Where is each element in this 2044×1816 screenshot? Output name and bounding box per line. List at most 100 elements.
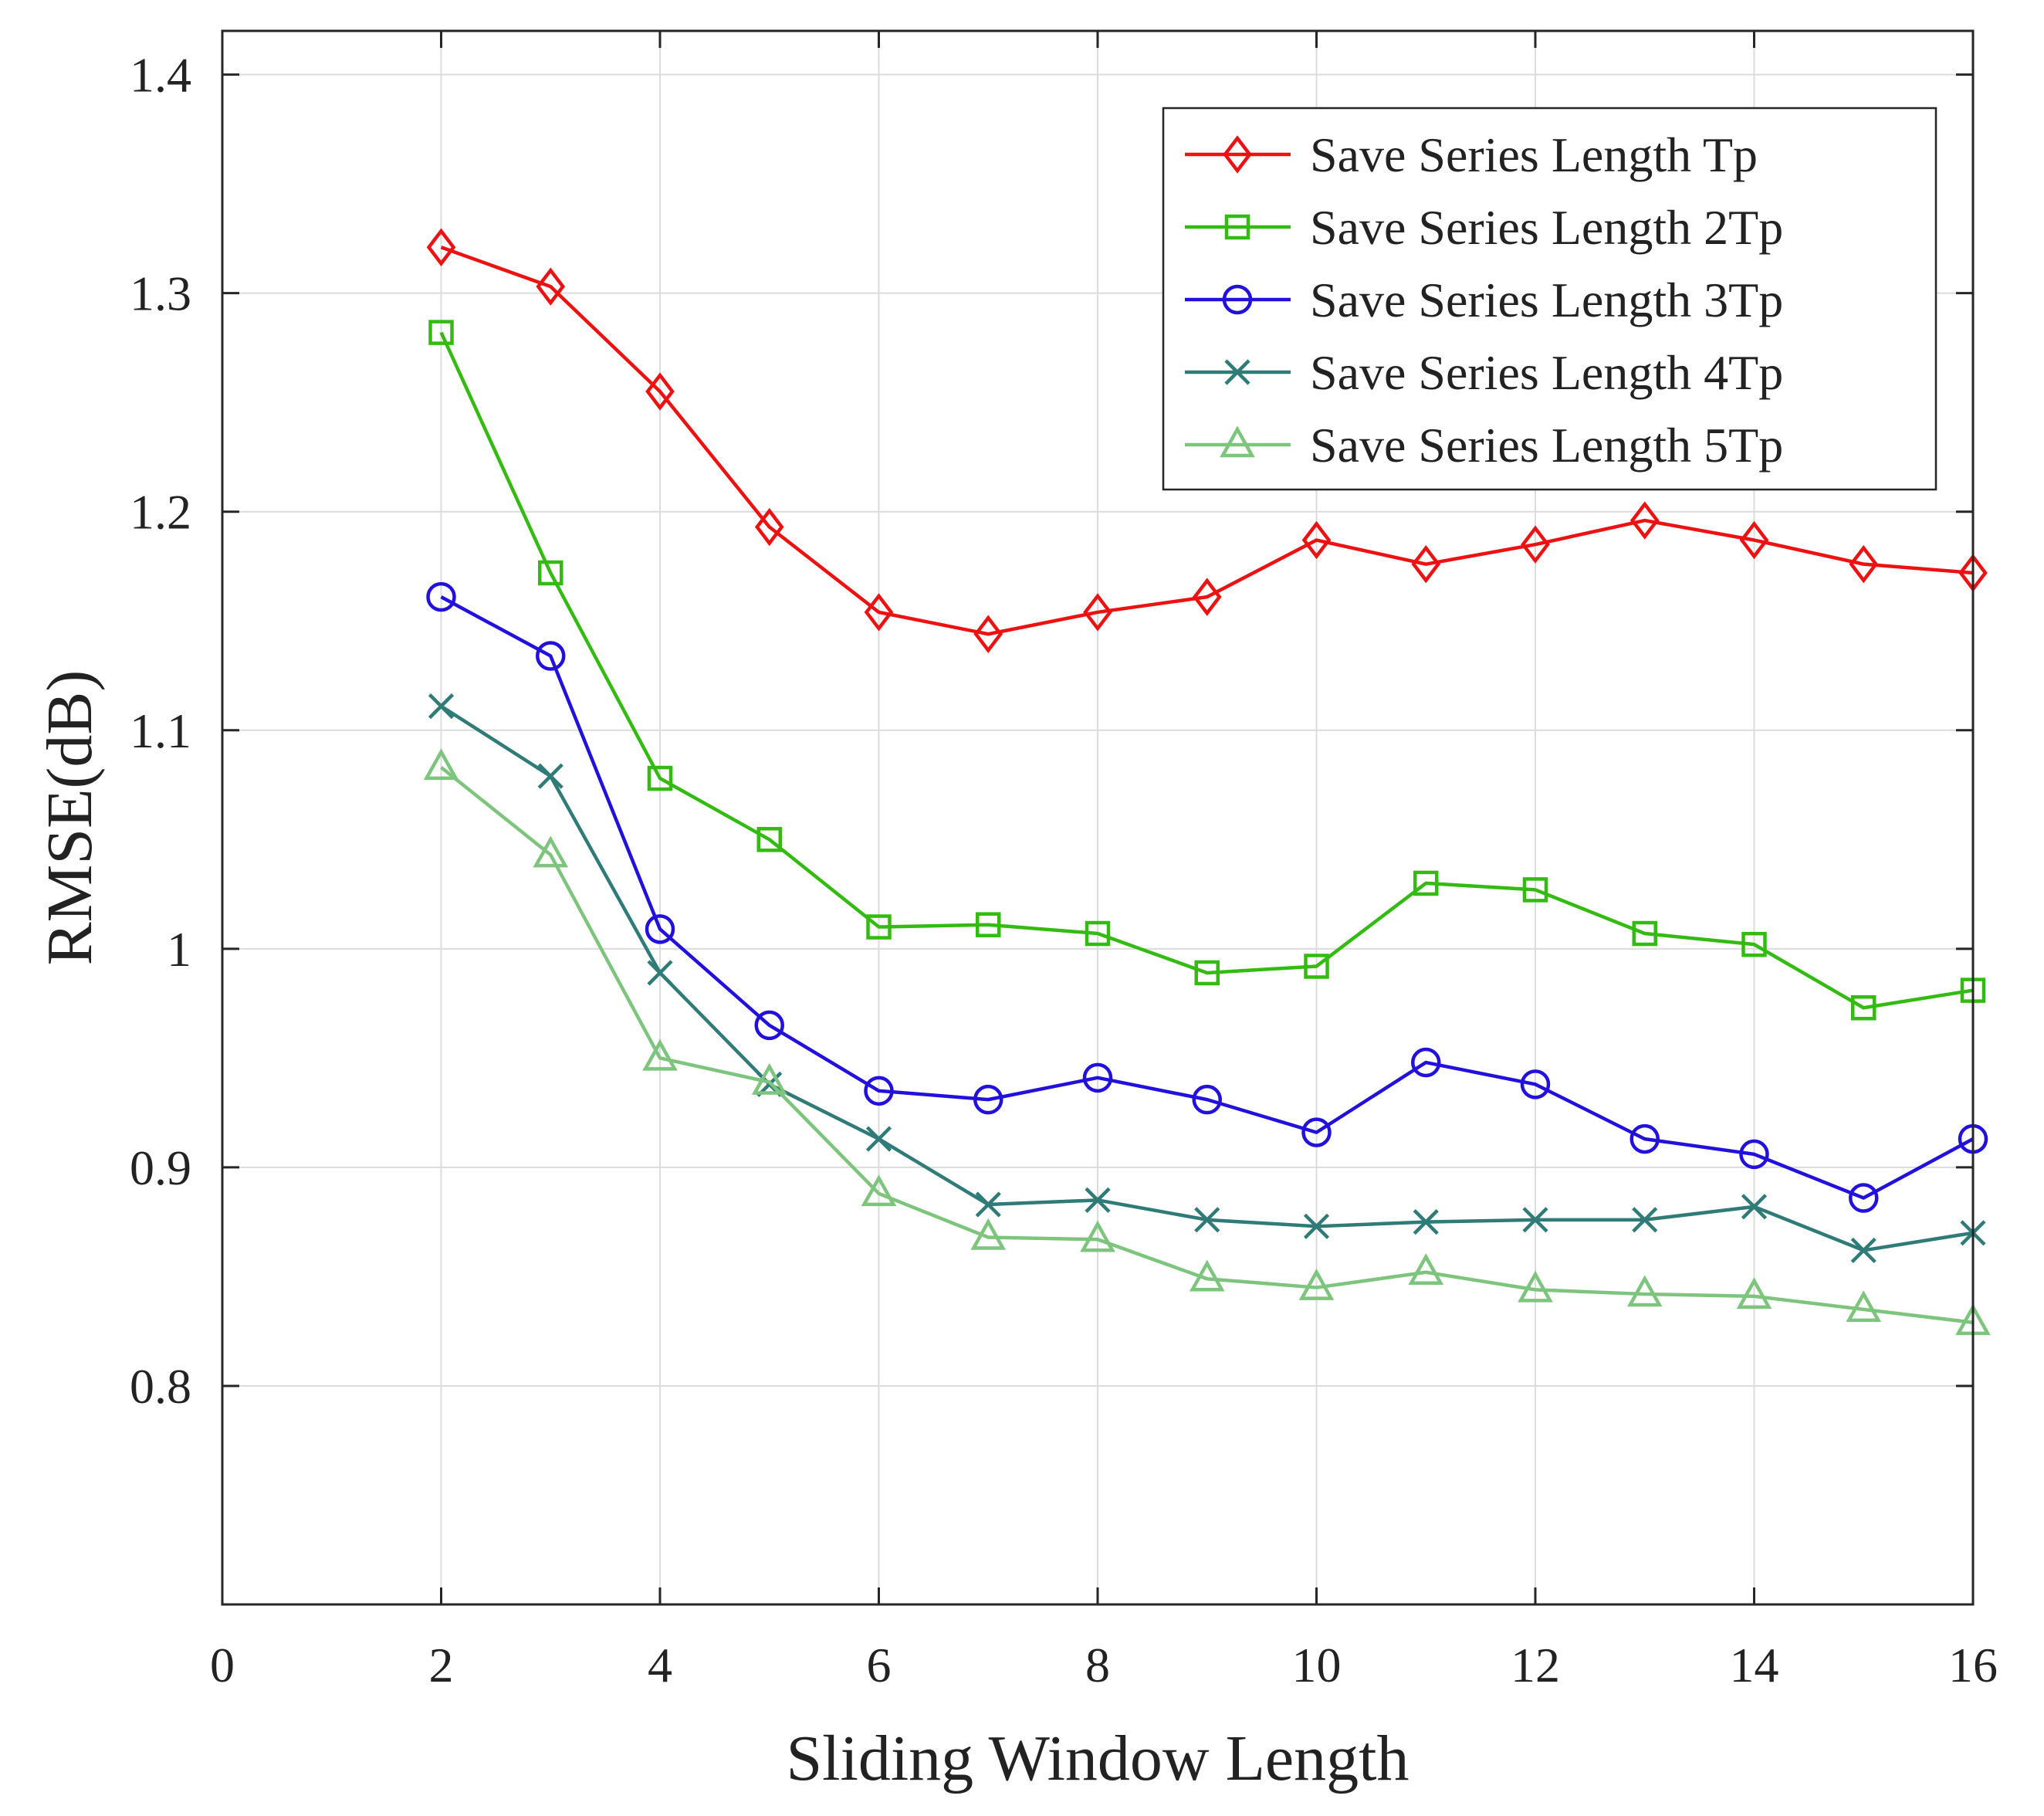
data-point-triangle (533, 835, 569, 868)
data-point-square (1304, 954, 1329, 979)
data-point-triangle (1846, 1290, 1882, 1323)
y-tick-label: 1 (167, 922, 191, 977)
x-tick-label: 12 (1511, 1638, 1560, 1692)
data-point-square (428, 320, 454, 345)
series-group (423, 228, 1991, 1336)
x-tick-label: 4 (648, 1638, 672, 1692)
data-point-square (1632, 920, 1657, 947)
data-point-circle (1629, 1123, 1660, 1154)
data-point-x (1632, 1207, 1658, 1233)
data-point-diamond (645, 372, 675, 411)
data-point-square (1194, 960, 1220, 986)
data-point-circle (754, 1010, 784, 1041)
data-point-x (1194, 1207, 1220, 1233)
data-point-diamond (754, 507, 784, 547)
data-point-diamond (1411, 544, 1441, 584)
data-point-square (1522, 877, 1548, 903)
data-point-diamond (536, 267, 566, 306)
y-axis-title: RMSE(dB) (34, 670, 106, 966)
data-point-x (865, 1126, 892, 1152)
data-point-triangle (1408, 1253, 1444, 1286)
x-tick-label: 2 (429, 1638, 454, 1692)
data-point-diamond (1629, 501, 1660, 540)
y-tick-label: 1.4 (130, 48, 191, 103)
data-point-square (976, 912, 1001, 937)
data-point-x (975, 1191, 1001, 1218)
series-line (440, 246, 1974, 636)
data-point-square (1413, 870, 1439, 896)
data-point-circle (645, 914, 675, 944)
data-point-x (428, 693, 455, 720)
series-2 (428, 320, 1986, 1021)
data-point-x (1303, 1213, 1330, 1239)
x-axis-title: Sliding Window Length (786, 1723, 1409, 1794)
x-tick-label: 0 (210, 1638, 235, 1692)
data-point-square (647, 765, 673, 791)
data-point-diamond (1739, 520, 1769, 560)
legend-label: Save Series Length 5Tp (1310, 418, 1783, 473)
data-point-diamond (1849, 544, 1879, 584)
data-point-triangle (1189, 1259, 1225, 1292)
data-point-square (1851, 995, 1876, 1021)
series-line (440, 595, 1975, 1200)
data-point-diamond (864, 593, 894, 632)
data-point-square (1741, 931, 1767, 957)
data-point-x (1850, 1237, 1876, 1264)
series-5 (423, 748, 1991, 1336)
legend-marker-circle (1222, 284, 1253, 315)
legend-entry: Save Series Length 4Tp (1185, 345, 1783, 400)
data-point-circle (1082, 1062, 1113, 1093)
legend-entry: Save Series Length 3Tp (1185, 273, 1783, 327)
data-point-diamond (426, 228, 456, 266)
data-point-triangle (1736, 1277, 1772, 1309)
legend-box (1162, 107, 1937, 491)
x-tick-label: 14 (1730, 1638, 1779, 1692)
y-tick-label: 1.3 (130, 266, 191, 321)
legend-entry: Save Series Length 5Tp (1185, 418, 1783, 473)
data-point-x (1522, 1207, 1548, 1233)
data-point-triangle (861, 1174, 897, 1207)
data-point-diamond (1301, 520, 1332, 560)
data-point-triangle (1626, 1275, 1663, 1307)
data-point-triangle (970, 1218, 1007, 1250)
data-point-circle (426, 581, 456, 612)
x-tick-label: 16 (1948, 1638, 1998, 1692)
series-1 (426, 228, 1988, 653)
data-point-x (537, 763, 563, 789)
legend-label: Save Series Length Tp (1310, 127, 1758, 182)
data-point-circle (1411, 1047, 1441, 1078)
data-point-square (756, 827, 782, 852)
data-point-x (647, 960, 673, 986)
data-point-diamond (973, 615, 1003, 653)
x-tick-label: 10 (1292, 1638, 1342, 1692)
data-point-circle (536, 641, 566, 671)
data-point-circle (1739, 1139, 1769, 1170)
legend-marker-triangle (1220, 425, 1255, 458)
data-point-x (1413, 1209, 1439, 1235)
data-point-x (1741, 1194, 1768, 1220)
data-point-square (538, 560, 563, 586)
legend-marker-square (1224, 214, 1250, 240)
x-tick-label: 6 (867, 1638, 892, 1692)
data-point-circle (1301, 1117, 1332, 1147)
data-point-triangle (423, 748, 459, 781)
series-line (439, 331, 1974, 1010)
legend-label: Save Series Length 4Tp (1310, 345, 1783, 400)
data-point-diamond (1083, 593, 1112, 632)
y-tick-label: 0.9 (130, 1140, 191, 1195)
x-tick-label: 8 (1085, 1638, 1110, 1692)
data-point-circle (1520, 1069, 1551, 1099)
series-line (440, 766, 1974, 1325)
data-point-triangle (1518, 1270, 1553, 1303)
data-point-circle (1192, 1084, 1222, 1115)
data-point-diamond (1521, 525, 1550, 564)
data-point-x (1085, 1187, 1111, 1213)
data-point-triangle (1298, 1268, 1335, 1300)
data-point-circle (973, 1084, 1003, 1115)
legend-marker-x (1224, 359, 1250, 385)
data-point-circle (1849, 1183, 1879, 1213)
y-tick-label: 1.1 (130, 703, 191, 758)
axis-ticks: 0 2 4 6 8 10 12 14 16 0.8 0.9 1 1.1 1.2 1.3 1.4 (130, 31, 1998, 1692)
legend-marker-diamond (1223, 135, 1252, 174)
legend-label: Save Series Length 3Tp (1310, 273, 1783, 327)
